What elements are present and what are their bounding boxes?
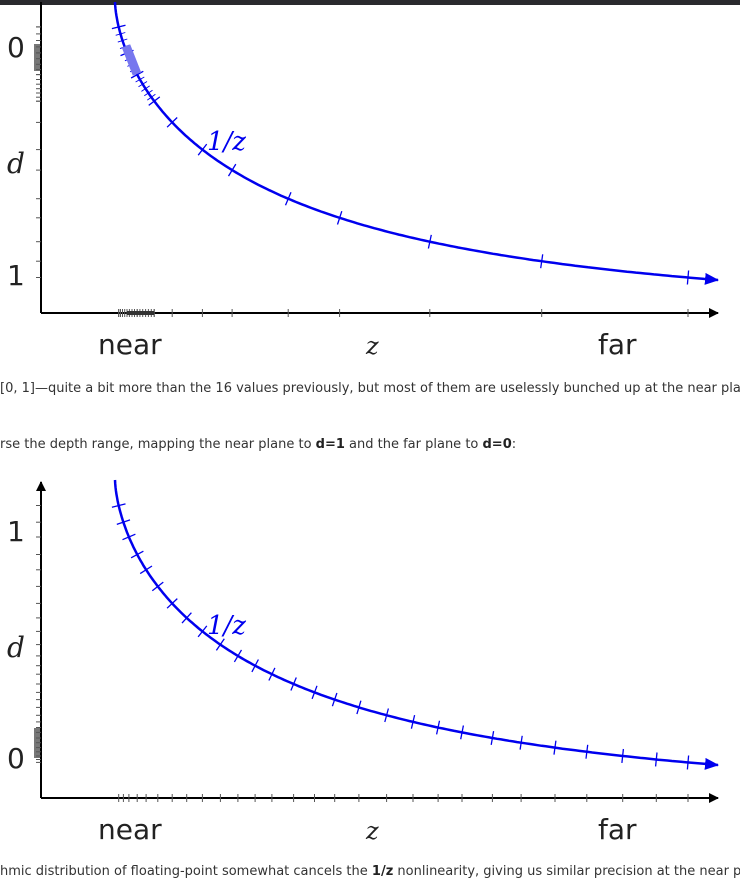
curve-tick xyxy=(166,598,178,609)
curve-tick xyxy=(251,659,259,673)
x-axis-label: z xyxy=(365,332,379,360)
x-axis-label: z xyxy=(365,817,379,845)
curve-tick-dense xyxy=(117,38,128,43)
curve-tick-dense xyxy=(132,71,142,78)
curve-tick xyxy=(311,685,318,700)
y-bottom-label: 1 xyxy=(7,259,25,292)
curve-tick xyxy=(460,725,465,740)
curve-tick xyxy=(410,714,416,729)
curve-tick xyxy=(122,533,136,541)
curve-tick xyxy=(519,735,523,750)
x-near-label: near xyxy=(98,328,162,361)
curve-tick xyxy=(384,708,390,723)
y-bottom-label: 0 xyxy=(7,742,25,775)
paragraph-2: rse the depth range, mapping the near pl… xyxy=(0,436,740,454)
curve-tick xyxy=(181,612,192,624)
paragraph-3-pre: hmic distribution of floating-point some… xyxy=(0,864,372,879)
y-top-label: 0 xyxy=(7,31,25,64)
curve-tick-dense xyxy=(141,85,150,92)
curve-tick xyxy=(331,692,338,707)
curve-tick xyxy=(585,744,589,759)
curve-tick-dense xyxy=(150,97,159,105)
curve-tick xyxy=(233,649,243,663)
curve-tick xyxy=(197,143,208,156)
paragraph-2-pre: rse the depth range, mapping the near pl… xyxy=(0,437,316,452)
curve-tick xyxy=(336,211,343,225)
curve-tick xyxy=(427,234,432,249)
curve-tick-dense xyxy=(144,89,153,97)
curve-ticks xyxy=(111,24,690,285)
x-range-marker xyxy=(127,311,154,315)
far-d-value: d=0 xyxy=(482,437,512,452)
curve-tick-dense xyxy=(115,32,126,36)
chart-1-svg: 0 d 1 near z far 1/z xyxy=(7,1,719,361)
x-far-label: far xyxy=(598,328,637,361)
curve-1-over-z xyxy=(113,1,719,285)
curve-tick xyxy=(654,752,658,767)
y-axis-label: d xyxy=(7,631,25,664)
curve-tick xyxy=(151,581,164,592)
curve-tick-dense xyxy=(147,93,156,101)
paragraph-1: [0, 1]—quite a bit more than the 16 valu… xyxy=(0,380,740,398)
curve-tick xyxy=(284,192,292,206)
chart-2-svg: 1 d 0 near z far 1/z xyxy=(7,479,719,846)
paragraph-3: hmic distribution of floating-point some… xyxy=(0,863,740,881)
paragraph-3-post: nonlinearity, giving us similar precisio… xyxy=(393,864,740,879)
curve-tick xyxy=(553,740,557,755)
curve-tick xyxy=(197,625,208,638)
curve-tick xyxy=(686,270,690,285)
y-range-marker xyxy=(34,44,40,71)
top-bar xyxy=(0,0,740,5)
y-axis-ticks xyxy=(36,26,41,278)
curve-tick xyxy=(111,503,126,508)
curve-tick xyxy=(139,565,153,575)
curve-tick xyxy=(227,163,237,177)
curve-tick-dense xyxy=(138,81,148,88)
curve-tick xyxy=(490,730,495,746)
curve-tick xyxy=(356,700,362,715)
curve-tick-dense xyxy=(135,76,145,83)
curve-tick xyxy=(621,748,625,763)
curve-tick xyxy=(268,667,276,681)
curve-tick xyxy=(116,519,131,526)
curve-tick-dense xyxy=(113,25,124,29)
near-d-value: d=1 xyxy=(315,437,345,452)
curve-tick xyxy=(290,677,297,691)
paragraph-2-post: : xyxy=(511,437,517,452)
curve-tick xyxy=(130,550,144,559)
y-axis-ticks xyxy=(36,505,41,763)
near-bracket xyxy=(121,44,142,76)
depth-chart-standard: 0 d 1 near z far 1/z xyxy=(0,0,740,370)
paragraph-1-text: [0, 1]—quite a bit more than the 16 valu… xyxy=(0,381,740,396)
curve-tick xyxy=(540,254,544,269)
curve-label: 1/z xyxy=(207,127,246,157)
x-axis-ticks xyxy=(118,794,689,802)
x-near-label: near xyxy=(98,813,162,846)
inline-1-over-z: 1/z xyxy=(371,864,394,879)
curve-1-over-z xyxy=(113,479,719,770)
y-top-label: 1 xyxy=(7,515,25,548)
paragraph-2-mid: and the far plane to xyxy=(344,437,483,452)
y-axis-label: d xyxy=(7,147,25,180)
curve-label: 1/z xyxy=(207,611,246,641)
curve-tick xyxy=(686,755,690,770)
curve-tick xyxy=(166,117,178,128)
x-far-label: far xyxy=(598,813,637,846)
curve-tick xyxy=(215,638,225,651)
depth-chart-reversed: 1 d 0 near z far 1/z xyxy=(0,470,740,860)
curve-tick xyxy=(435,720,441,735)
curve-ticks xyxy=(111,503,690,770)
